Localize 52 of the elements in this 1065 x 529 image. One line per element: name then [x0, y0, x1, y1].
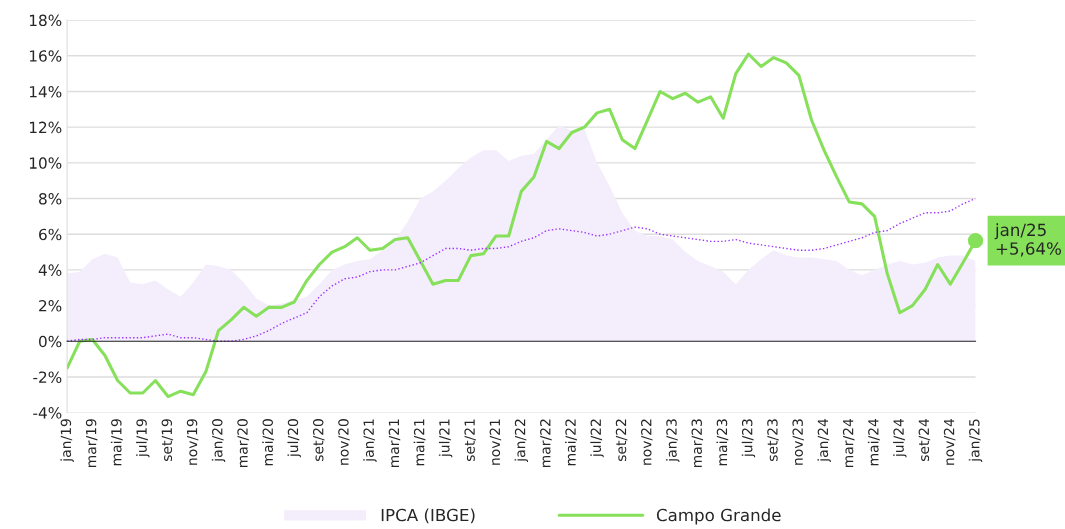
y-tick-label: 8% [39, 192, 62, 205]
x-tick-label: mai/24 [867, 418, 880, 466]
x-tick-label: mar/21 [388, 419, 401, 468]
x-tick-label: jul/24 [893, 418, 907, 458]
x-tick-label: mar/20 [237, 419, 249, 468]
x-tick-label: nov/20 [338, 419, 350, 465]
x-tick-label: nov/24 [943, 418, 956, 465]
x-tick-label: jan/25 [968, 419, 983, 462]
x-tick-label: nov/21 [489, 419, 502, 465]
y-tick-label: 0% [39, 335, 62, 348]
x-tick-label: mai/23 [716, 419, 729, 466]
x-tick-label: mai/20 [262, 419, 275, 466]
y-tick-label: -4% [33, 407, 62, 419]
y-tick-label: 2% [39, 300, 62, 312]
y-tick-label: 10% [29, 157, 62, 169]
x-tick-label: mar/22 [540, 419, 552, 468]
x-tick-label: set/22 [615, 419, 628, 461]
y-tick-label: 16% [29, 50, 62, 62]
x-tick-label: set/24 [918, 418, 931, 461]
y-tick-label: -2% [33, 371, 62, 383]
x-tick-label: mai/19 [110, 419, 123, 466]
y-tick-label: 4% [38, 264, 62, 276]
x-tick-label: jan/21 [363, 419, 377, 462]
y-tick-label: 12% [29, 121, 62, 134]
x-tick-label: set/21 [464, 419, 476, 461]
x-tick-label: mar/23 [691, 419, 704, 468]
x-tick-label: nov/22 [641, 419, 653, 465]
x-tick-label: mai/22 [565, 419, 577, 466]
x-tick-label: nov/23 [792, 419, 805, 465]
x-tick-label: jan/19 [60, 419, 74, 462]
x-tick-label: mar/24 [842, 418, 855, 468]
x-tick-label: jul/20 [287, 419, 301, 458]
x-tick-label: set/20 [312, 419, 325, 461]
legend-label: Campo Grande [656, 508, 781, 525]
x-tick-label: jan/20 [211, 419, 226, 462]
y-tick-label: 6% [39, 228, 62, 241]
legend-label: IPCA (IBGE) [381, 508, 475, 524]
y-tick-label: 14% [29, 85, 62, 98]
x-tick-label: mai/21 [413, 419, 426, 466]
x-tick-label: jul/21 [438, 419, 453, 458]
x-tick-label: jul/23 [741, 419, 756, 458]
x-tick-label: jan/22 [514, 419, 529, 462]
x-tick-label: jul/19 [136, 419, 150, 458]
x-tick-label: jan/23 [666, 419, 680, 462]
x-tick-label: jan/24 [817, 418, 831, 462]
x-tick-label: nov/19 [186, 419, 199, 465]
x-tick-label: jul/22 [590, 419, 604, 458]
x-tick-label: mar/19 [85, 419, 98, 468]
x-tick-label: set/23 [767, 419, 779, 461]
y-tick-label: 18% [29, 14, 62, 27]
annotation: jan/25 +5,64% [994, 223, 1061, 257]
x-tick-label: set/19 [161, 419, 174, 461]
